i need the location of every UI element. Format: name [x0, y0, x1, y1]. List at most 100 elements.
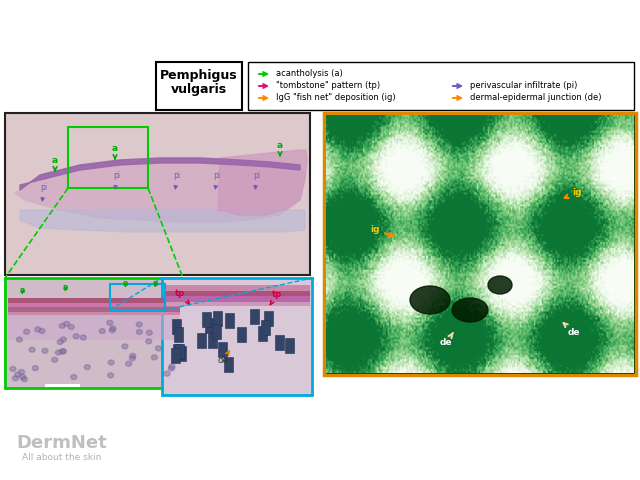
Bar — [165, 291, 310, 296]
Text: a: a — [52, 156, 58, 171]
Bar — [261, 320, 270, 335]
Ellipse shape — [29, 347, 35, 352]
Ellipse shape — [136, 329, 143, 335]
Bar — [237, 327, 246, 342]
Text: de: de — [218, 351, 230, 365]
Ellipse shape — [108, 360, 114, 365]
Ellipse shape — [410, 286, 450, 314]
Text: de: de — [563, 323, 580, 337]
Bar — [8, 298, 180, 303]
Ellipse shape — [125, 361, 132, 366]
Bar — [171, 348, 180, 363]
Bar — [248, 62, 634, 110]
Polygon shape — [20, 210, 305, 232]
Ellipse shape — [24, 329, 29, 334]
Text: "tombstone" pattern (tp): "tombstone" pattern (tp) — [276, 82, 380, 91]
Ellipse shape — [488, 276, 512, 294]
Ellipse shape — [68, 324, 74, 329]
Text: pi: pi — [173, 171, 180, 189]
Ellipse shape — [110, 326, 116, 331]
Ellipse shape — [19, 370, 24, 374]
Ellipse shape — [10, 366, 16, 372]
Bar — [264, 311, 273, 325]
Text: DermNet: DermNet — [17, 434, 108, 452]
Bar — [174, 327, 183, 342]
Ellipse shape — [60, 324, 65, 328]
Ellipse shape — [17, 337, 22, 342]
Text: vulgaris: vulgaris — [171, 84, 227, 96]
Ellipse shape — [71, 374, 77, 380]
Ellipse shape — [55, 350, 61, 355]
Ellipse shape — [35, 327, 41, 332]
Ellipse shape — [60, 337, 67, 342]
Bar — [165, 296, 310, 302]
Bar — [165, 302, 310, 306]
Ellipse shape — [452, 298, 488, 322]
Ellipse shape — [80, 335, 86, 340]
Bar — [285, 338, 294, 353]
Ellipse shape — [39, 328, 45, 334]
Bar — [275, 336, 284, 350]
Ellipse shape — [136, 322, 142, 327]
Ellipse shape — [84, 365, 90, 370]
Bar — [224, 357, 233, 372]
Bar — [250, 309, 259, 324]
Ellipse shape — [108, 373, 114, 378]
Bar — [162, 278, 312, 395]
Text: ig: ig — [370, 225, 393, 237]
Text: pi: pi — [113, 171, 120, 189]
Polygon shape — [20, 158, 300, 190]
Text: a: a — [123, 279, 128, 288]
Bar — [197, 333, 206, 348]
Text: Pemphigus: Pemphigus — [160, 70, 238, 83]
Text: a: a — [112, 144, 118, 159]
Bar — [177, 347, 186, 361]
Bar — [258, 326, 267, 341]
Ellipse shape — [59, 349, 65, 354]
Bar — [156, 62, 242, 110]
Bar — [8, 315, 180, 340]
Text: IgG "fish net" deposition (ig): IgG "fish net" deposition (ig) — [276, 94, 396, 103]
Bar — [175, 344, 184, 360]
Ellipse shape — [99, 329, 105, 334]
Ellipse shape — [130, 353, 136, 359]
Bar — [205, 318, 214, 334]
Bar — [213, 312, 222, 326]
Ellipse shape — [164, 371, 170, 376]
Text: a: a — [63, 283, 68, 292]
Bar — [165, 285, 310, 291]
Bar — [5, 278, 183, 388]
Text: a: a — [277, 141, 283, 156]
Text: pi: pi — [253, 171, 260, 189]
Text: a: a — [20, 286, 25, 295]
Bar — [218, 342, 227, 357]
Bar — [209, 333, 218, 348]
Text: a: a — [153, 279, 158, 288]
Bar — [172, 319, 181, 334]
Polygon shape — [218, 150, 307, 215]
Ellipse shape — [146, 339, 152, 344]
Ellipse shape — [32, 366, 38, 371]
Ellipse shape — [156, 346, 161, 351]
Ellipse shape — [169, 364, 175, 369]
Bar — [225, 312, 234, 328]
Ellipse shape — [21, 377, 28, 382]
Bar — [173, 344, 182, 359]
Bar — [202, 312, 211, 327]
Bar — [8, 303, 180, 307]
Ellipse shape — [109, 328, 115, 333]
Text: ig: ig — [564, 188, 582, 198]
Ellipse shape — [107, 320, 113, 325]
Ellipse shape — [147, 330, 152, 335]
Bar — [5, 113, 310, 275]
Text: tp: tp — [175, 289, 189, 304]
Bar — [68, 127, 148, 188]
Text: de: de — [440, 333, 453, 347]
Bar — [324, 113, 636, 375]
Text: pi: pi — [213, 171, 220, 189]
Ellipse shape — [20, 374, 26, 379]
Text: acantholysis (a): acantholysis (a) — [276, 70, 343, 79]
Text: tp: tp — [270, 290, 282, 304]
Ellipse shape — [168, 366, 174, 371]
Text: perivascular infiltrate (pi): perivascular infiltrate (pi) — [470, 82, 577, 91]
